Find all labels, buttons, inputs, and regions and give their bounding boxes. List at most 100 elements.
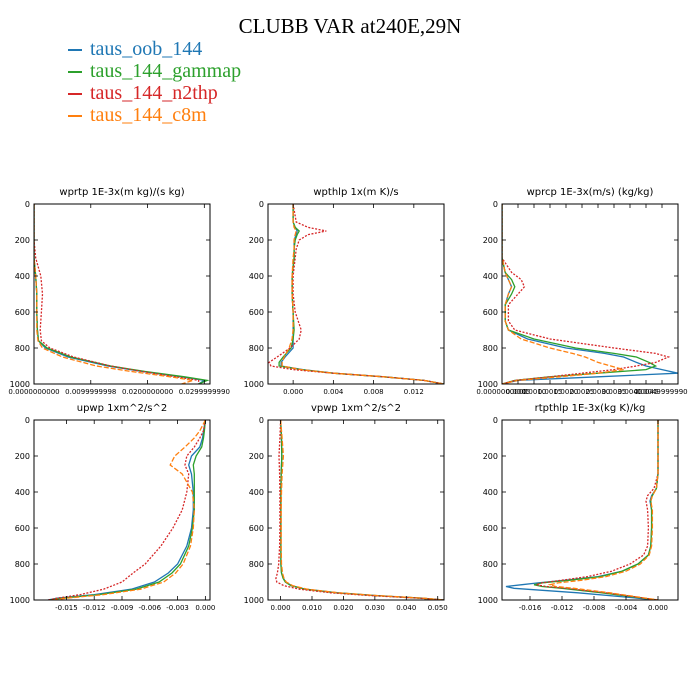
panel-title: rtpthlp 1E-3x(kg K)/kg xyxy=(535,403,646,414)
legend-swatch xyxy=(68,115,82,118)
y-tick-label: 400 xyxy=(483,272,498,281)
series-line-taus_144_n2thp xyxy=(275,420,444,600)
series-line-taus_144_n2thp xyxy=(502,204,671,384)
series-line-taus_144_gammap xyxy=(533,420,659,600)
y-tick-label: 0 xyxy=(493,416,498,425)
series-line-taus_144_gammap xyxy=(49,420,207,600)
x-tick-label: 0.0035 xyxy=(602,388,627,396)
series-line-taus_144_gammap xyxy=(502,204,658,384)
y-tick-label: 1000 xyxy=(478,380,498,389)
y-tick-label: 400 xyxy=(249,488,264,497)
panel-frame xyxy=(501,419,679,601)
x-tick-label: 0.0040 xyxy=(618,388,643,396)
y-tick-label: 800 xyxy=(249,560,264,569)
x-tick-label: 0.0030 xyxy=(586,388,611,396)
y-tick-label: 200 xyxy=(483,236,498,245)
y-tick-label: 0 xyxy=(25,416,30,425)
panel-title: wprtp 1E-3x(m kg)/(s kg) xyxy=(59,187,184,198)
y-tick-label: 800 xyxy=(483,344,498,353)
legend-label: taus_oob_144 xyxy=(90,38,203,60)
x-tick-label: 0.0010 xyxy=(522,388,547,396)
y-tick-label: 800 xyxy=(15,344,30,353)
legend-label: taus_144_c8m xyxy=(90,104,207,126)
panel-frame xyxy=(33,203,211,385)
y-tick-label: 200 xyxy=(15,236,30,245)
x-tick-label: 0.0005 xyxy=(506,388,531,396)
y-tick-label: 200 xyxy=(249,236,264,245)
x-tick-label: 0.040 xyxy=(396,604,416,612)
y-tick-label: 400 xyxy=(15,488,30,497)
y-tick-label: 200 xyxy=(483,452,498,461)
legend-swatch xyxy=(68,93,82,96)
series-line-taus_144_c8m xyxy=(547,420,659,600)
series-line-taus_oob_144 xyxy=(280,204,444,384)
legend-swatch xyxy=(68,49,82,52)
x-tick-label: 0.050 xyxy=(428,604,448,612)
x-tick-label: 0.0099999998 xyxy=(65,388,116,396)
panel-title: wpthlp 1x(m K)/s xyxy=(313,187,398,198)
y-tick-label: 600 xyxy=(483,308,498,317)
y-tick-label: 400 xyxy=(15,272,30,281)
x-tick-label: 0.0299999990 xyxy=(179,388,230,396)
x-tick-label: 0.000 xyxy=(648,604,668,612)
series-line-taus_144_c8m xyxy=(281,204,444,384)
y-tick-label: 0 xyxy=(259,416,264,425)
series-line-taus_oob_144 xyxy=(505,420,659,600)
y-tick-label: 800 xyxy=(249,344,264,353)
legend-item: taus_144_n2thp xyxy=(68,82,241,104)
x-tick-label: 0.000 xyxy=(271,604,291,612)
series-line-taus_144_gammap xyxy=(34,204,210,384)
y-tick-label: 1000 xyxy=(244,380,264,389)
chart-panel: upwp 1xm^2/s^2 0 200 400 600 800 1000 -0.015 -0.… xyxy=(10,403,216,612)
panel-title: upwp 1xm^2/s^2 xyxy=(77,403,167,414)
chart-panel: wprtp 1E-3x(m kg)/(s kg) 0 200 400 600 800 100… xyxy=(8,187,230,396)
series-line-taus_oob_144 xyxy=(502,204,678,384)
x-tick-label: 0.0000000000 xyxy=(476,388,527,396)
x-tick-label: -0.003 xyxy=(166,604,189,612)
series-line-taus_144_gammap xyxy=(279,420,444,600)
series-line-taus_oob_144 xyxy=(34,204,207,384)
series-line-taus_144_c8m xyxy=(52,420,206,600)
legend-item: taus_144_gammap xyxy=(68,60,241,82)
series-line-taus_144_n2thp xyxy=(536,420,659,600)
series-line-taus_oob_144 xyxy=(47,420,207,600)
x-tick-label: 0.0045 xyxy=(634,388,659,396)
panel-frame xyxy=(267,203,445,385)
x-tick-label: 0.000 xyxy=(195,604,215,612)
chart-panel: vpwp 1xm^2/s^2 0 200 400 600 800 1000 0.000 0.01… xyxy=(244,403,448,612)
y-tick-label: 600 xyxy=(483,524,498,533)
x-tick-label: 0.012 xyxy=(404,388,424,396)
x-tick-label: 0.0025 xyxy=(570,388,595,396)
x-tick-label: -0.016 xyxy=(519,604,542,612)
series-line-taus_144_n2thp xyxy=(268,204,444,384)
legend-item: taus_oob_144 xyxy=(68,38,241,60)
y-tick-label: 1000 xyxy=(10,380,30,389)
panel-title: wprcp 1E-3x(m/s) (kg/kg) xyxy=(527,187,654,198)
series-line-taus_144_c8m xyxy=(502,204,624,384)
x-tick-label: -0.015 xyxy=(55,604,78,612)
y-tick-label: 400 xyxy=(483,488,498,497)
x-tick-label: 0.008 xyxy=(364,388,384,396)
x-tick-label: 0.0020 xyxy=(554,388,579,396)
y-tick-label: 200 xyxy=(15,452,30,461)
x-tick-label: -0.012 xyxy=(551,604,574,612)
x-tick-label: 0.0015 xyxy=(538,388,563,396)
x-tick-label: -0.009 xyxy=(111,604,134,612)
x-tick-label: 0.020 xyxy=(333,604,353,612)
y-tick-label: 400 xyxy=(249,272,264,281)
x-tick-label: -0.012 xyxy=(83,604,106,612)
y-tick-label: 600 xyxy=(249,524,264,533)
y-tick-label: 600 xyxy=(15,308,30,317)
y-tick-label: 1000 xyxy=(244,596,264,605)
chart-panel: wpthlp 1x(m K)/s 0 200 400 600 800 1000 0.000 0.… xyxy=(244,187,445,396)
x-tick-label: 0.004 xyxy=(323,388,344,396)
y-tick-label: 800 xyxy=(483,560,498,569)
series-line-taus_144_c8m xyxy=(279,420,444,600)
x-tick-label: 0.010 xyxy=(302,604,322,612)
legend-label: taus_144_n2thp xyxy=(90,82,218,104)
legend: taus_oob_144 taus_144_gammap taus_144_n2… xyxy=(68,38,241,126)
figure-title: CLUBB VAR at240E,29N xyxy=(238,14,462,38)
x-tick-label: 0.0000000000 xyxy=(8,388,59,396)
x-tick-label: 0.030 xyxy=(365,604,385,612)
